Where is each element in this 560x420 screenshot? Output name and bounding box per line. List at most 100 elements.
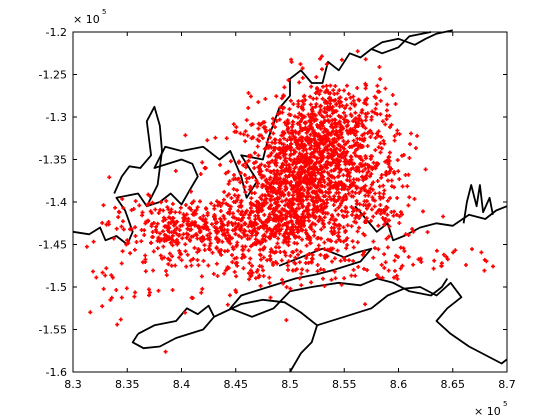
data-point xyxy=(316,235,321,240)
data-point xyxy=(200,286,205,291)
data-point xyxy=(318,108,323,113)
data-point xyxy=(143,269,148,274)
data-point xyxy=(179,258,184,263)
data-point xyxy=(273,234,278,239)
data-point xyxy=(297,260,302,265)
data-point xyxy=(406,203,411,208)
data-point xyxy=(309,125,314,130)
data-point xyxy=(181,232,186,237)
data-point xyxy=(189,201,194,206)
data-point xyxy=(358,189,363,194)
data-point xyxy=(327,139,332,144)
data-point xyxy=(291,201,296,206)
data-point xyxy=(298,218,303,223)
data-point xyxy=(111,236,116,241)
data-point xyxy=(195,250,200,255)
data-point xyxy=(378,211,383,216)
data-point xyxy=(327,194,332,199)
data-point xyxy=(297,123,302,127)
data-point xyxy=(234,243,239,247)
data-point xyxy=(150,230,155,234)
data-point xyxy=(374,131,379,136)
data-point xyxy=(177,228,182,233)
data-point xyxy=(225,248,230,253)
ticks-layer: 8.3 8.35 8.4 8.45 8.5 8.55 8.6 8.65 8.7 -1.2 -1.25… xyxy=(39,26,516,391)
data-point xyxy=(252,166,257,171)
data-point xyxy=(170,288,175,292)
data-point xyxy=(287,174,292,178)
data-point xyxy=(196,224,201,229)
data-point xyxy=(274,160,279,165)
coastline-right-shore xyxy=(354,205,508,242)
data-point xyxy=(222,271,227,276)
data-point xyxy=(255,184,260,189)
data-point xyxy=(247,212,252,217)
data-point xyxy=(290,196,295,201)
data-point xyxy=(348,95,353,100)
data-point xyxy=(269,203,274,208)
data-point xyxy=(269,170,274,174)
data-point xyxy=(131,207,136,211)
data-point xyxy=(333,84,338,89)
data-point xyxy=(297,146,302,151)
data-point xyxy=(311,214,316,219)
data-point xyxy=(234,290,239,295)
data-point xyxy=(311,150,316,155)
data-point xyxy=(291,232,296,237)
data-point xyxy=(360,144,365,149)
data-point xyxy=(321,142,326,147)
y-tick-label: -1.35 xyxy=(39,154,67,167)
data-point xyxy=(326,237,330,242)
data-point xyxy=(334,239,339,244)
data-point xyxy=(343,153,348,158)
data-point xyxy=(249,202,254,207)
data-point xyxy=(238,131,243,136)
data-point xyxy=(340,213,345,218)
data-point xyxy=(316,246,321,251)
data-point xyxy=(316,132,321,137)
data-point xyxy=(259,197,264,202)
data-point xyxy=(225,302,230,307)
data-point xyxy=(143,221,148,226)
data-point xyxy=(256,181,260,186)
data-point xyxy=(392,185,397,190)
data-point xyxy=(174,226,179,231)
data-point xyxy=(311,177,316,182)
data-point xyxy=(269,247,274,252)
data-point xyxy=(263,238,268,243)
data-point xyxy=(303,137,308,142)
data-point xyxy=(294,206,299,211)
data-point xyxy=(305,169,310,174)
data-point xyxy=(406,172,411,177)
data-point xyxy=(215,220,220,225)
data-point xyxy=(332,175,337,180)
data-point xyxy=(369,182,374,187)
data-point xyxy=(320,218,325,223)
data-point xyxy=(358,142,363,147)
data-point xyxy=(161,215,166,220)
data-point xyxy=(156,211,161,215)
data-point xyxy=(91,239,96,244)
data-point xyxy=(189,189,193,194)
data-point xyxy=(195,236,200,241)
data-point xyxy=(303,163,308,168)
data-point xyxy=(227,211,232,216)
data-point xyxy=(325,138,329,143)
data-point xyxy=(383,260,388,265)
data-point xyxy=(293,114,297,119)
data-point xyxy=(159,200,164,205)
data-point xyxy=(288,98,293,103)
data-point xyxy=(392,138,397,143)
data-point xyxy=(291,102,296,107)
data-point xyxy=(296,202,301,207)
data-point xyxy=(132,294,137,299)
data-point xyxy=(320,210,325,215)
data-point xyxy=(226,169,231,174)
data-point xyxy=(320,184,325,188)
x-tick-label: 8.65 xyxy=(441,378,466,391)
data-point xyxy=(169,209,174,214)
data-point xyxy=(91,269,95,274)
data-point xyxy=(185,226,190,231)
data-point xyxy=(309,222,314,227)
data-point xyxy=(323,90,328,95)
